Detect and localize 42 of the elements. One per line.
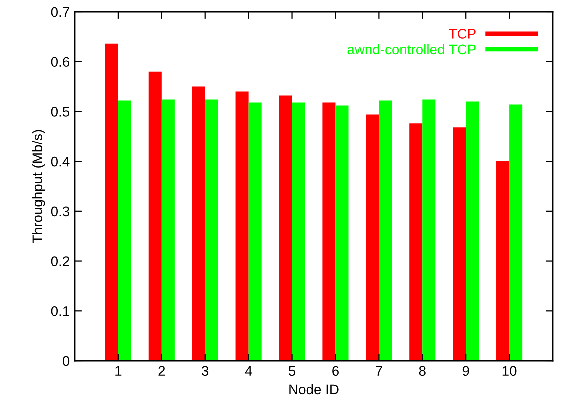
bar	[510, 104, 523, 361]
x-tick-label: 7	[376, 366, 382, 376]
y-tick-label: 0	[62, 356, 70, 366]
y-tick-label: 0.6	[51, 57, 70, 68]
x-tick-label: 10	[502, 366, 517, 376]
bar	[466, 102, 480, 361]
x-tick-label: 8	[419, 366, 426, 376]
legend-label: TCP	[449, 29, 476, 39]
x-tick-label: 4	[245, 366, 252, 376]
y-tick-label: 0.4	[51, 156, 70, 167]
bar	[205, 100, 218, 361]
y-tick-label: 0.5	[51, 107, 70, 117]
bar	[279, 96, 292, 361]
bar	[105, 44, 118, 361]
bar	[248, 102, 262, 361]
y-tick-label: 0.3	[51, 206, 70, 217]
bar	[496, 161, 510, 361]
x-tick-label: 5	[288, 366, 296, 376]
bar	[148, 72, 162, 361]
x-tick-label: 9	[462, 366, 470, 376]
x-tick-label: 3	[202, 366, 209, 376]
x-tick-label: 2	[158, 366, 166, 376]
y-tick-label: 0.2	[51, 256, 70, 266]
x-tick-label: 1	[116, 366, 122, 376]
bar	[292, 102, 306, 361]
y-tick-label: 0.7	[51, 7, 70, 18]
bar	[410, 124, 423, 361]
x-tick-label: 6	[332, 366, 339, 376]
y-tick-label: 0.1	[51, 306, 70, 316]
x-axis-title: Node ID	[290, 384, 339, 395]
bar	[118, 100, 132, 361]
bar	[322, 102, 336, 361]
bar	[162, 100, 175, 361]
bar	[422, 100, 436, 361]
bar	[366, 114, 380, 361]
bar	[236, 92, 249, 361]
legend-label: awnd-controlled TCP	[348, 44, 476, 55]
bar	[192, 86, 206, 361]
bar	[336, 106, 349, 361]
bar	[379, 100, 392, 361]
bar	[453, 128, 466, 361]
y-axis-title: Throughput (Mb/s)	[32, 130, 46, 244]
